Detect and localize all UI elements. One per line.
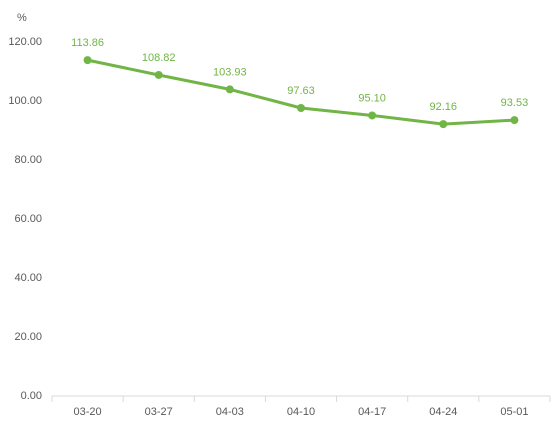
value-label: 113.86 bbox=[71, 37, 104, 49]
y-axis-label: % bbox=[17, 12, 27, 24]
point bbox=[439, 120, 448, 129]
y-tick-label: 100.00 bbox=[8, 95, 42, 107]
y-tick-label: 60.00 bbox=[14, 213, 42, 225]
point bbox=[83, 56, 92, 65]
x-tick-label: 03-27 bbox=[145, 406, 173, 418]
x-tick-label: 04-03 bbox=[216, 406, 244, 418]
x-tick-label: 04-17 bbox=[358, 406, 386, 418]
value-label: 93.53 bbox=[501, 97, 529, 109]
point bbox=[368, 111, 377, 120]
value-label: 95.10 bbox=[358, 92, 386, 104]
x-tick-label: 05-01 bbox=[500, 406, 528, 418]
y-tick-label: 80.00 bbox=[14, 154, 42, 166]
y-tick-label: 0.00 bbox=[21, 390, 42, 402]
point bbox=[154, 70, 163, 79]
point bbox=[510, 116, 519, 125]
point bbox=[297, 103, 305, 112]
x-tick-label: 03-20 bbox=[74, 406, 102, 418]
x-tick-label: 04-24 bbox=[429, 406, 457, 418]
value-label: 103.93 bbox=[213, 66, 247, 78]
value-label: 92.16 bbox=[430, 101, 458, 113]
x-tick-label: 04-10 bbox=[287, 406, 315, 418]
value-label: 97.63 bbox=[287, 85, 315, 97]
y-tick-label: 40.00 bbox=[14, 272, 42, 284]
value-label: 108.82 bbox=[142, 52, 176, 64]
y-tick-label: 20.00 bbox=[14, 331, 42, 343]
y-tick-label: 120.00 bbox=[8, 36, 42, 48]
point bbox=[225, 85, 234, 94]
